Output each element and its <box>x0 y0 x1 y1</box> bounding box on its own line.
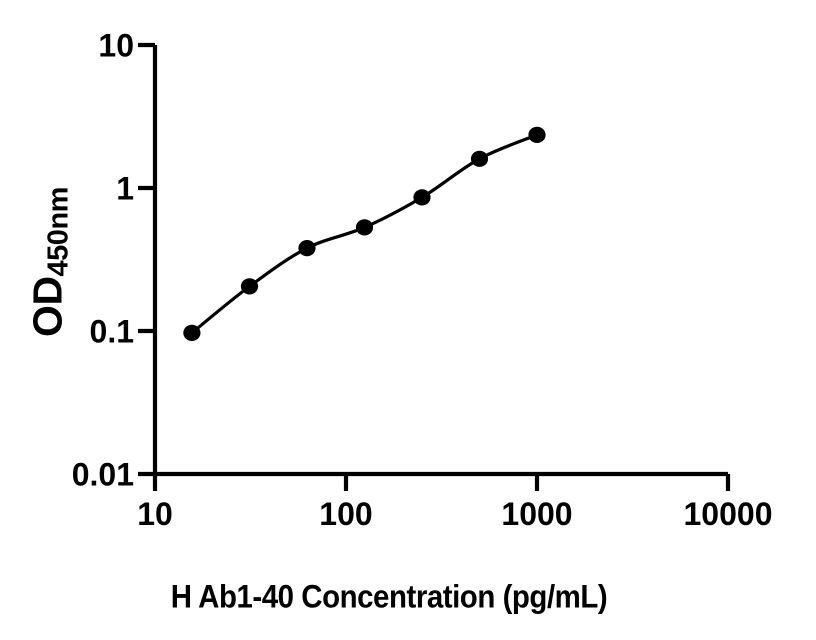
y-tick-label: 1 <box>116 171 134 207</box>
data-point-marker <box>355 219 374 236</box>
data-point-marker <box>183 324 201 341</box>
data-point-marker <box>470 150 489 167</box>
y-tick-label: 0.01 <box>72 457 134 493</box>
x-tick-label: 100 <box>319 496 372 532</box>
x-tick-label: 10 <box>137 496 173 532</box>
x-tick-label: 1000 <box>501 496 572 532</box>
axis-frame <box>152 45 728 477</box>
y-axis-label-subscript: 450nm <box>42 187 75 277</box>
data-point-marker <box>528 126 546 143</box>
y-axis-label-main: OD <box>24 276 71 337</box>
y-axis-label: OD450nm <box>25 187 76 337</box>
y-tick-label: 10 <box>98 28 134 64</box>
data-point-marker <box>413 189 431 206</box>
data-point-marker <box>240 278 259 295</box>
x-tick-label: 10000 <box>684 496 773 532</box>
data-point-marker <box>298 240 316 257</box>
y-tick-label: 0.1 <box>90 314 134 350</box>
x-axis-label: H Ab1-40 Concentration (pg/mL) <box>170 578 608 615</box>
